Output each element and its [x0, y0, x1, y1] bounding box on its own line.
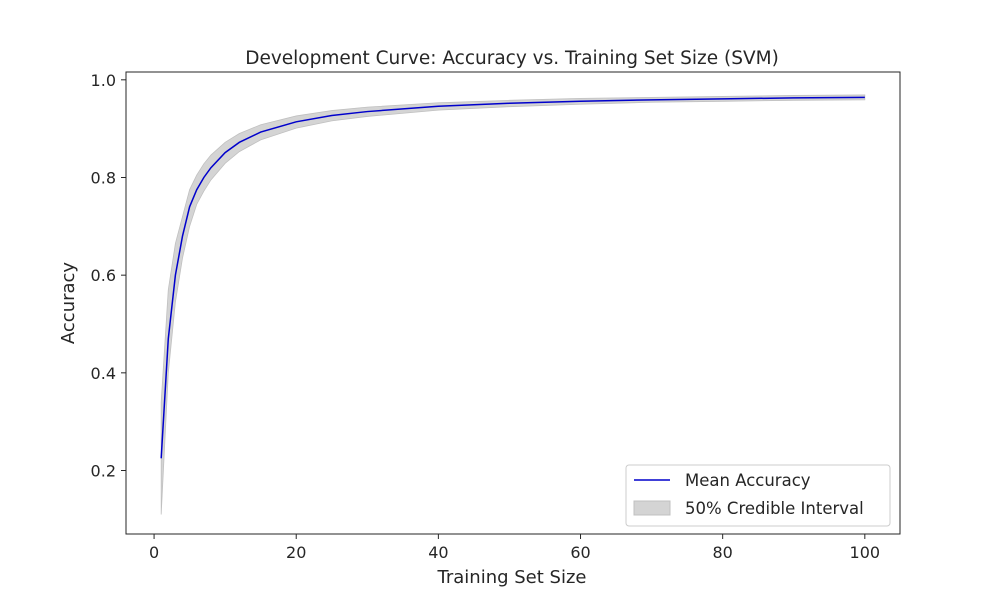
x-axis-label: Training Set Size	[437, 567, 587, 588]
x-tick-label: 60	[570, 543, 590, 562]
y-axis-label: Accuracy	[58, 262, 79, 345]
x-tick-label: 40	[428, 543, 448, 562]
mean-accuracy-line	[160, 96, 865, 459]
y-axis: 0.2 0.4 0.6 0.8 1.0	[91, 71, 126, 481]
chart-title: Development Curve: Accuracy vs. Training…	[245, 48, 779, 69]
x-tick-label: 0	[149, 543, 159, 562]
legend-box	[625, 464, 891, 527]
y-tick-label: 0.2	[91, 462, 116, 481]
plot-frame	[125, 71, 901, 535]
y-tick-label: 0.6	[91, 266, 116, 285]
plot-area	[160, 94, 866, 515]
y-tick-label: 0.4	[91, 364, 116, 383]
legend: Mean Accuracy 50% Credible Interval	[625, 464, 891, 527]
credible-interval-band	[160, 94, 866, 515]
x-tick-label: 80	[712, 543, 732, 562]
legend-mean-label: Mean Accuracy	[685, 471, 811, 490]
x-tick-label: 100	[850, 543, 881, 562]
legend-band-swatch	[633, 500, 671, 516]
y-tick-label: 1.0	[91, 71, 116, 90]
x-axis: 0 20 40 60 80 100	[149, 534, 880, 562]
y-tick-label: 0.8	[91, 168, 116, 187]
x-tick-label: 20	[286, 543, 306, 562]
legend-interval-label: 50% Credible Interval	[685, 499, 864, 518]
